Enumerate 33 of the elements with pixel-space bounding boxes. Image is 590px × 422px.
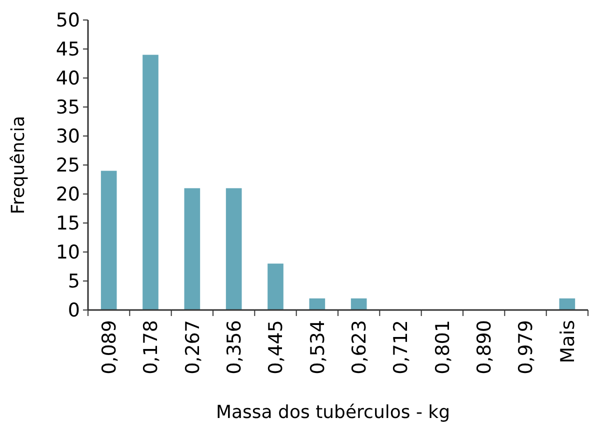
y-tick-label: 10	[56, 242, 80, 264]
y-tick-label: 0	[68, 300, 80, 322]
bar	[309, 298, 326, 310]
y-tick-label: 5	[68, 270, 80, 293]
bar	[184, 188, 200, 310]
x-tick-label: 0,089	[98, 320, 120, 374]
y-tick-label: 50	[56, 10, 80, 32]
bar	[100, 170, 117, 310]
x-tick-label: Mais	[556, 320, 579, 364]
bar	[559, 298, 576, 310]
bar	[142, 54, 158, 310]
x-tick-label: 0,801	[432, 320, 454, 374]
bar	[350, 298, 367, 310]
x-tick-label: 0,712	[390, 320, 412, 374]
x-axis-title: Massa dos tubérculos - kg	[216, 402, 450, 422]
x-tick-label: 0,979	[515, 320, 538, 374]
y-tick-label: 20	[56, 184, 80, 206]
x-tick-label: 0,356	[223, 320, 246, 374]
x-tick-label: 0,534	[306, 320, 329, 374]
x-tick-label: 0,178	[140, 320, 162, 374]
y-axis-title: Frequência	[8, 116, 29, 214]
y-tick-label: 15	[56, 212, 80, 235]
bar	[226, 188, 242, 310]
bar	[268, 264, 284, 310]
x-tick-label: 0,623	[348, 320, 370, 374]
y-tick-label: 35	[56, 96, 80, 119]
x-tick-label: 0,890	[473, 320, 496, 374]
y-tick-label: 45	[56, 38, 80, 61]
x-tick-label: 0,445	[265, 320, 288, 374]
x-tick-label: 0,267	[182, 320, 204, 374]
y-tick-label: 25	[56, 154, 80, 177]
y-tick-label: 40	[56, 68, 80, 90]
y-tick-label: 30	[56, 126, 80, 148]
